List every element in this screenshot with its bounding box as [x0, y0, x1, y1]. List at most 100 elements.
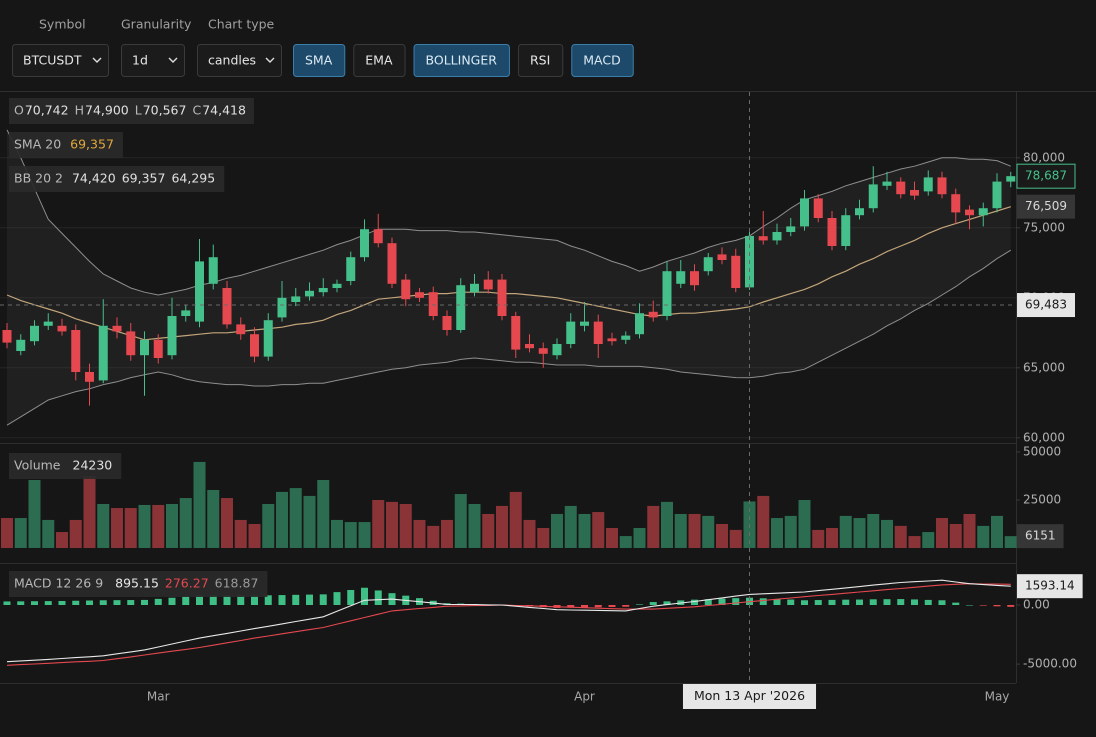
candle-body	[153, 339, 163, 358]
histogram-bar	[58, 600, 66, 605]
legend-value: 24230	[73, 458, 113, 473]
volume-bar	[812, 529, 825, 548]
toggle-label[interactable]: BOLLINGER	[426, 53, 498, 68]
volume-bar	[688, 513, 701, 548]
crosshair-date: Mon 13 Apr '2026	[682, 684, 817, 709]
volume-bar	[771, 518, 783, 548]
legend-bg	[9, 166, 225, 192]
legend-value: 70,567	[143, 103, 187, 118]
histogram-bar	[209, 595, 217, 605]
y-tick-label: 50000	[1023, 444, 1061, 458]
legend-bg	[9, 453, 122, 479]
volume-bar	[124, 508, 137, 548]
select-value[interactable]: candles	[208, 53, 256, 68]
volume-bar	[344, 522, 357, 548]
candle-body	[2, 330, 12, 343]
histogram-bar	[704, 599, 712, 605]
chevron[interactable]	[92, 57, 102, 63]
y-tick-label: 75,000	[1023, 220, 1065, 234]
volume-bar	[908, 536, 921, 548]
toggle-label[interactable]: SMA	[305, 53, 333, 68]
volume-bar	[936, 518, 948, 548]
select-box[interactable]	[197, 44, 282, 77]
volume-bar	[853, 518, 866, 548]
select-box[interactable]	[121, 44, 185, 77]
candle-body	[731, 255, 741, 288]
toggle-button[interactable]: EMA	[353, 44, 406, 77]
sma-last-bg	[1017, 194, 1075, 219]
candle-body	[85, 372, 94, 382]
field-label: Symbol	[39, 17, 86, 32]
y-tick-label: 0.00	[1023, 598, 1050, 612]
toggle-box[interactable]	[353, 44, 406, 77]
volume-bar	[331, 519, 343, 548]
candle-body	[635, 313, 644, 335]
histogram-bar	[966, 605, 973, 606]
legend-label: BB 20 2	[14, 171, 63, 186]
candle-body	[236, 324, 246, 335]
volume-bar	[97, 504, 110, 548]
candle-body	[195, 261, 204, 322]
volume-bar	[413, 519, 426, 548]
volume-bar	[537, 528, 550, 548]
volume-bar	[386, 501, 398, 548]
volume-bar	[83, 475, 96, 548]
volume-bar	[592, 512, 605, 548]
legend-bg	[9, 132, 123, 158]
histogram-bar	[636, 604, 643, 605]
toggle-button[interactable]: BOLLINGER	[413, 44, 510, 77]
toggle-box[interactable]	[517, 44, 564, 77]
candle-body	[621, 335, 631, 340]
volume-bar	[454, 494, 467, 548]
macd-line	[6, 579, 1011, 663]
candle-body	[222, 288, 232, 325]
toggle-label[interactable]: RSI	[530, 53, 550, 68]
candle-body	[332, 283, 342, 288]
candle-body	[483, 279, 493, 290]
candle-body	[30, 325, 39, 342]
histogram-bar	[278, 595, 286, 605]
toggle-button[interactable]: RSI	[517, 44, 564, 77]
candle-body	[703, 257, 713, 272]
candle-body	[937, 177, 947, 195]
crosshair-price: 69,483	[1017, 293, 1075, 318]
histogram-bar	[86, 600, 93, 605]
volume-bar	[276, 491, 288, 548]
candle-body	[43, 321, 53, 326]
chevron[interactable]	[168, 57, 178, 63]
crosshair-date-text: Mon 13 Apr '2026	[694, 688, 805, 703]
candle-body	[855, 208, 864, 216]
select[interactable]: candles	[197, 44, 282, 77]
candle-body	[401, 279, 411, 300]
volume-last: 6151	[1017, 524, 1064, 549]
legend-key: C	[192, 103, 201, 118]
select[interactable]: 1d	[121, 44, 185, 77]
toggle-button[interactable]: MACD	[571, 44, 634, 77]
histogram-bar	[374, 590, 382, 605]
toggle-label[interactable]: MACD	[583, 53, 620, 68]
toggle-label[interactable]: EMA	[365, 53, 393, 68]
histogram-bar	[72, 600, 80, 605]
field-label: Granularity	[121, 17, 192, 32]
volume-bar	[303, 495, 316, 548]
candle-body	[525, 344, 534, 349]
histogram-bar	[306, 594, 313, 605]
select-value[interactable]: 1d	[132, 53, 148, 68]
toggle-box[interactable]	[293, 44, 346, 77]
volume-bar	[963, 513, 976, 548]
toggle-button[interactable]: SMA	[293, 44, 346, 77]
volume-last-bg	[1017, 524, 1064, 549]
histogram-bar	[361, 587, 368, 605]
select[interactable]: BTCUSDT	[12, 44, 109, 77]
volume-bar	[441, 519, 453, 548]
select-box[interactable]	[12, 44, 109, 77]
toggle-box[interactable]	[571, 44, 634, 77]
toggle-box[interactable]	[413, 44, 510, 77]
histogram-bar	[649, 602, 657, 605]
volume-bar	[427, 525, 440, 548]
chevron[interactable]	[265, 57, 275, 63]
candle-body	[896, 181, 906, 195]
bollinger-upper	[6, 129, 1011, 296]
select-value[interactable]: BTCUSDT	[23, 53, 82, 68]
